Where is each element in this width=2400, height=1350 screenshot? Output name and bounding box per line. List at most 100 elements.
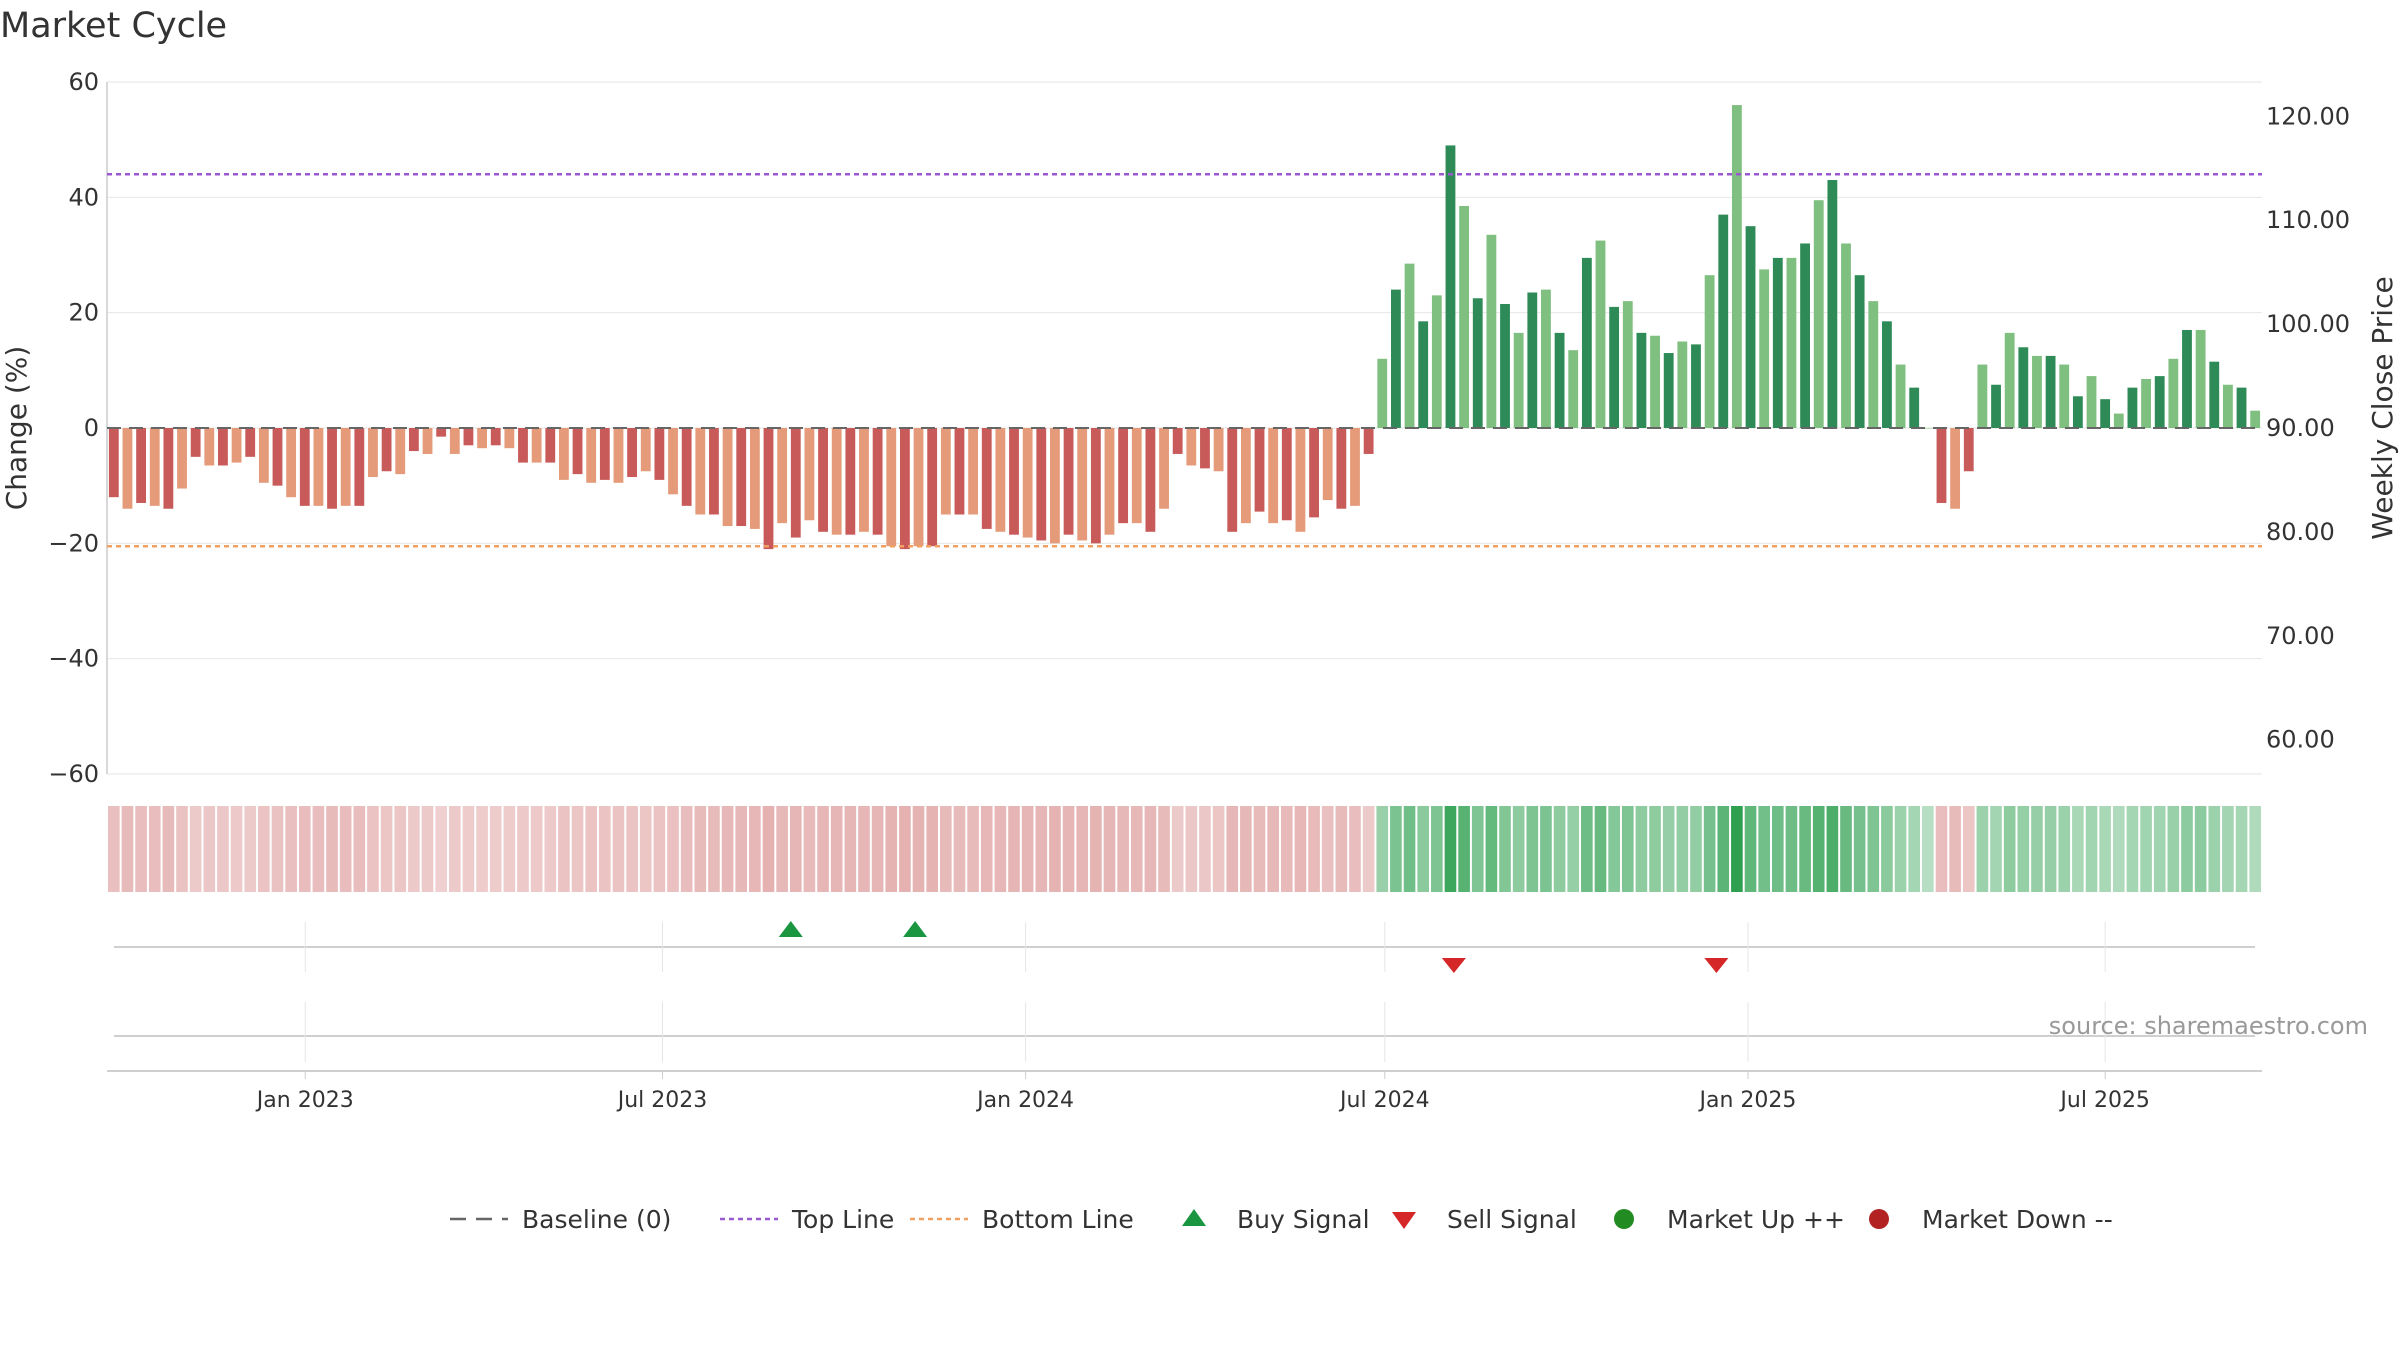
bar — [245, 428, 256, 457]
bar — [872, 428, 883, 535]
bar — [913, 428, 924, 547]
heat-cell — [680, 806, 693, 892]
heat-cell — [2167, 806, 2180, 892]
buy-signal-marker — [778, 921, 803, 937]
heat-cell — [1499, 806, 1511, 892]
bar — [231, 428, 242, 463]
x-tick-label: Jan 2023 — [255, 1088, 354, 1113]
bar — [722, 428, 733, 527]
heat-cell — [1349, 806, 1361, 892]
bar — [572, 428, 583, 475]
bar — [668, 428, 678, 495]
heat-cell — [1376, 806, 1389, 892]
heat-cell — [503, 806, 516, 892]
heat-cell — [899, 806, 911, 892]
y2-tick-label: 120.00 — [2266, 102, 2350, 130]
heat-cell — [1240, 806, 1252, 892]
heat-cell — [694, 806, 707, 892]
bar — [163, 428, 174, 509]
heat-cell — [1226, 806, 1239, 892]
heat-cell — [189, 806, 202, 892]
bar — [108, 428, 119, 498]
signals — [778, 921, 1729, 973]
heat-cell — [353, 806, 366, 892]
bar — [1131, 428, 1142, 524]
bar — [1704, 275, 1715, 428]
legend-item-buy: Buy Signal — [1182, 1205, 1370, 1234]
y-axis-title: Change (%) — [0, 346, 33, 511]
heat-cell — [1253, 806, 1266, 892]
heat-cell — [830, 806, 843, 892]
heat-cell — [1280, 806, 1293, 892]
legend-item-baseline: Baseline (0) — [450, 1205, 671, 1234]
legend-market-down-icon — [1869, 1209, 1889, 1229]
bar — [1541, 289, 1551, 428]
bar — [2141, 378, 2151, 428]
bar — [1390, 289, 1401, 428]
bar — [1459, 205, 1470, 428]
bar — [954, 428, 965, 515]
source-label: source: sharemaestro.com — [2049, 1012, 2368, 1040]
bar — [1841, 243, 1851, 428]
bars — [108, 105, 2261, 550]
bar — [1145, 428, 1156, 532]
bar — [422, 428, 433, 454]
bar — [1254, 428, 1265, 512]
bar — [2018, 347, 2029, 428]
bar — [531, 428, 542, 463]
bar — [1568, 350, 1579, 428]
heat-cell — [776, 806, 788, 892]
bar — [190, 428, 201, 457]
heat-cell — [1335, 806, 1348, 892]
bar — [1418, 321, 1429, 428]
heat-cell — [530, 806, 543, 892]
bar — [1322, 428, 1333, 501]
bar — [2004, 332, 2015, 428]
bar — [1309, 428, 1319, 518]
heat-cell — [1922, 806, 1934, 892]
bar — [927, 428, 938, 547]
bar — [218, 428, 228, 466]
x-tick-label: Jul 2023 — [616, 1088, 708, 1113]
heat-cell — [1867, 806, 1880, 892]
heat-cell — [1540, 806, 1552, 892]
heat-cell — [1690, 806, 1702, 892]
bar — [1350, 428, 1360, 506]
bar — [1854, 275, 1865, 428]
bar — [354, 428, 365, 506]
bar — [1063, 428, 1074, 535]
bar — [1486, 234, 1497, 428]
heat-cell — [312, 806, 325, 892]
bar — [1472, 298, 1483, 428]
bar — [381, 428, 392, 472]
heat-cell — [1567, 806, 1580, 892]
bar — [1036, 428, 1047, 541]
heat-cell — [1771, 806, 1784, 892]
bar — [2209, 361, 2220, 428]
heat-cell — [912, 806, 925, 892]
legend-label: Sell Signal — [1447, 1205, 1577, 1234]
bar — [1963, 428, 1974, 472]
y2-axis-title: Weekly Close Price — [2366, 276, 2399, 539]
bar — [1240, 428, 1251, 524]
bar — [395, 428, 406, 475]
legend-label: Bottom Line — [982, 1205, 1134, 1234]
heat-cell — [585, 806, 598, 892]
bar — [477, 428, 487, 449]
bar — [2127, 387, 2138, 428]
heat-cell — [1267, 806, 1279, 892]
bar — [1731, 105, 1742, 429]
heat-cell — [1758, 806, 1770, 892]
bar — [559, 428, 569, 480]
heat-cell — [1894, 806, 1907, 892]
bar — [2195, 329, 2206, 428]
heat-cell — [1362, 806, 1375, 892]
bar — [1377, 358, 1388, 428]
y-tick-label: 20 — [68, 299, 99, 327]
bar — [940, 428, 951, 515]
legend-buy-icon — [1182, 1209, 1206, 1226]
heat-cell — [1485, 806, 1498, 892]
x-tick-label: Jan 2025 — [1698, 1088, 1797, 1113]
heat-cell — [421, 806, 434, 892]
